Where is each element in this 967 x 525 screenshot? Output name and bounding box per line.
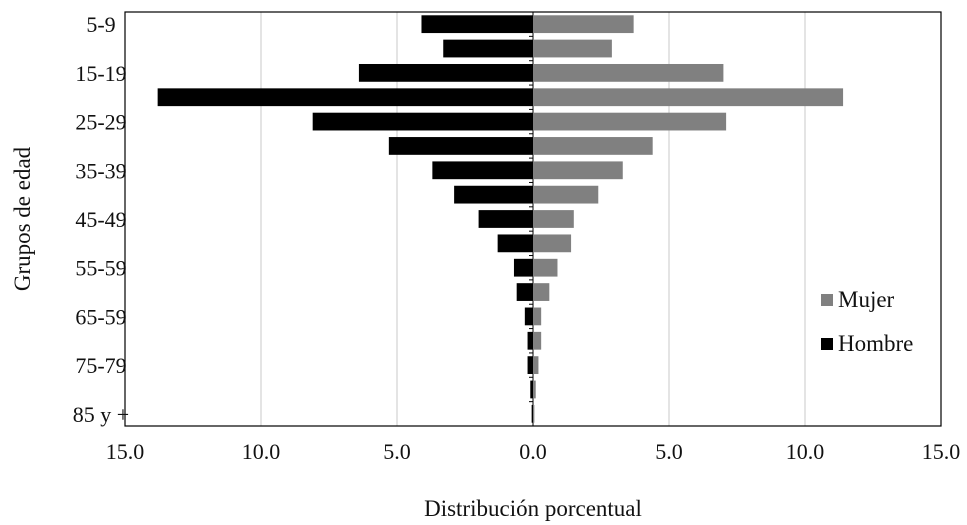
bar-mujer [533, 258, 558, 277]
y-tick-label: 65-59 [75, 304, 126, 329]
bar-hombre [358, 63, 533, 82]
y-tick-label: 45-49 [75, 207, 126, 232]
bar-mujer [533, 137, 653, 155]
bar-hombre [524, 307, 533, 326]
y-tick-label: 75-79 [75, 353, 126, 378]
bar-mujer [533, 15, 634, 34]
bar-hombre [421, 15, 533, 34]
legend-label-mujer: Mujer [838, 287, 895, 312]
x-tick-label: 10.0 [786, 439, 825, 464]
x-tick-label: 5.0 [655, 439, 683, 464]
plot-area-frame [124, 11, 942, 427]
bar-hombre [530, 380, 533, 399]
bar-hombre [312, 112, 533, 131]
bar-hombre [157, 88, 533, 107]
bar-mujer [533, 404, 535, 423]
bar-hombre [527, 356, 533, 375]
bars [157, 15, 844, 423]
bar-mujer [533, 283, 550, 301]
y-axis-title: Grupos de edad [10, 146, 35, 291]
bar-hombre [478, 210, 533, 228]
legend-swatch-hombre [821, 338, 833, 350]
y-tick-label: 55-59 [75, 256, 126, 281]
bar-hombre [513, 258, 533, 277]
legend-label-hombre: Hombre [838, 331, 913, 356]
bar-mujer [533, 88, 844, 107]
bar-hombre [432, 161, 533, 180]
bar-hombre [531, 404, 533, 423]
bar-hombre [388, 137, 533, 155]
x-axis-title: Distribución porcentual [424, 496, 642, 521]
y-tick-label: 5-9 [86, 12, 115, 37]
bar-hombre [454, 185, 533, 204]
bar-mujer [533, 39, 612, 58]
legend-swatch-mujer [821, 294, 833, 306]
bar-mujer [533, 307, 542, 326]
bar-mujer [533, 63, 724, 82]
x-tick-label: 5.0 [383, 439, 411, 464]
x-tick-label: 15.0 [922, 439, 961, 464]
bar-hombre [497, 234, 533, 253]
x-tick-label: 10.0 [242, 439, 281, 464]
bar-mujer [533, 356, 539, 375]
bar-mujer [533, 380, 536, 399]
bar-hombre [527, 331, 533, 350]
bar-hombre [516, 283, 533, 301]
y-tick-label: 15-19 [75, 61, 126, 86]
y-tick-label: 25-29 [75, 110, 126, 135]
x-tick-label: 0.0 [519, 439, 547, 464]
legend: Mujer Hombre [821, 287, 913, 356]
bar-mujer [533, 331, 542, 350]
bar-hombre [443, 39, 533, 58]
bar-mujer [533, 161, 623, 180]
y-tick-label: 35-39 [75, 158, 126, 183]
x-tick-label: 15.0 [106, 439, 145, 464]
bar-mujer [533, 210, 574, 228]
tick-labels: 15.0 10.0 5.0 0.0 5.0 10.0 15.0 5-9 15-19 25-29 35… [73, 12, 960, 464]
bar-mujer [533, 185, 599, 204]
y-tick-label: 85 y + [73, 402, 129, 427]
bar-mujer [533, 112, 727, 131]
bar-mujer [533, 234, 572, 253]
